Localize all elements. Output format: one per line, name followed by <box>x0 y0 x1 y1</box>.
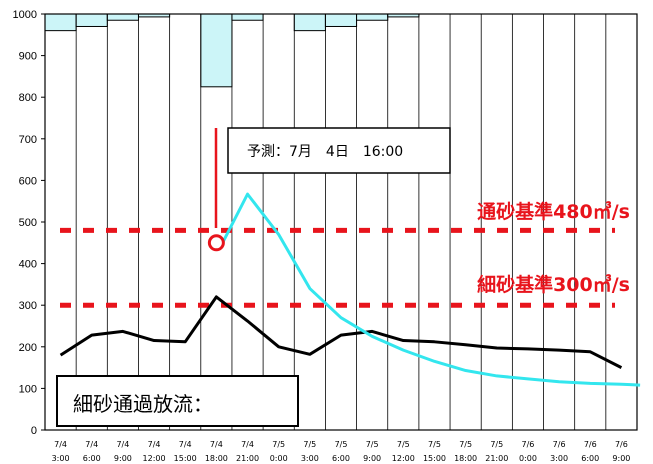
rainfall-bar <box>324 13 358 27</box>
x-tick-label: 7/6 <box>522 440 535 449</box>
x-tick-label: 7/5 <box>490 440 503 449</box>
forecast-marker <box>207 234 225 252</box>
x-tick-label: 3:00 <box>52 454 70 463</box>
legend-label: 細砂通過放流： <box>73 392 213 416</box>
series-lines <box>59 192 641 387</box>
rainfall-bar <box>356 13 389 21</box>
x-tick-label: 7/4 <box>54 440 67 449</box>
x-tick-label: 7/5 <box>335 440 348 449</box>
x-tick-label: 7/5 <box>272 440 285 449</box>
rainfall-bar <box>293 13 326 32</box>
x-tick-label: 7/6 <box>584 440 597 449</box>
y-tick-label: 900 <box>19 51 37 63</box>
rainfall-bar <box>75 13 108 27</box>
x-tick-label: 18:00 <box>205 454 228 463</box>
x-tick-label: 3:00 <box>301 454 319 463</box>
rainfall-bar <box>106 13 139 21</box>
rainfall-bar <box>200 13 233 88</box>
y-tick-label: 200 <box>19 342 37 354</box>
x-tick-label: 7/4 <box>179 440 192 449</box>
x-tick-label: 7/5 <box>397 440 410 449</box>
x-tick-label: 7/5 <box>303 440 316 449</box>
x-tick-label: 18:00 <box>454 454 477 463</box>
series-line-black <box>59 295 623 369</box>
x-tick-label: 3:00 <box>550 454 568 463</box>
x-tick-label: 7/5 <box>459 440 472 449</box>
y-tick-label: 600 <box>19 175 37 187</box>
threshold-label-300: 細砂基準300㎥/s <box>477 273 630 296</box>
forecast-box <box>227 127 451 174</box>
x-tick-label: 7/6 <box>553 440 566 449</box>
threshold-lines <box>60 227 615 308</box>
y-tick-label: 500 <box>19 217 37 229</box>
x-tick-label: 9:00 <box>363 454 381 463</box>
x-tick-label: 7/4 <box>241 440 254 449</box>
x-tick-label: 0:00 <box>270 454 288 463</box>
y-tick-label: 700 <box>19 134 37 146</box>
x-tick-label: 15:00 <box>174 454 197 463</box>
x-tick-label: 15:00 <box>423 454 446 463</box>
x-axis: 7/4 3:00 7/4 6:00 7/4 9:00 7/4 12:00 7/4 15:00 7/4… <box>52 440 631 463</box>
y-tick-label: 300 <box>19 300 37 312</box>
y-tick-label: 800 <box>19 92 37 104</box>
threshold-label-480: 通砂基準480㎥/s <box>477 200 630 223</box>
y-axis: 0 100 200 300 400 500 600 700 800 900 1000 <box>13 9 45 437</box>
rainfall-bar <box>231 13 264 21</box>
x-tick-label: 21:00 <box>485 454 508 463</box>
x-tick-label: 9:00 <box>114 454 132 463</box>
x-tick-label: 7/4 <box>116 440 129 449</box>
y-tick-label: 100 <box>19 383 37 395</box>
x-tick-label: 0:00 <box>519 454 537 463</box>
x-tick-label: 6:00 <box>332 454 350 463</box>
x-tick-label: 7/4 <box>85 440 98 449</box>
x-tick-label: 21:00 <box>236 454 259 463</box>
x-tick-label: 6:00 <box>83 454 101 463</box>
x-tick-label: 7/5 <box>428 440 441 449</box>
x-tick-label: 7/4 <box>210 440 223 449</box>
x-tick-label: 6:00 <box>581 454 599 463</box>
x-tick-label: 7/6 <box>615 440 628 449</box>
y-tick-label: 0 <box>31 425 37 437</box>
rainfall-bar <box>44 13 77 32</box>
legend-box <box>56 375 299 427</box>
x-tick-label: 9:00 <box>612 454 630 463</box>
y-tick-label: 400 <box>19 259 37 271</box>
x-tick-label: 7/5 <box>366 440 379 449</box>
x-tick-label: 12:00 <box>143 454 166 463</box>
series-line-cyan <box>221 192 641 387</box>
forecast-label: 予測：7月 4日 16:00 <box>247 144 403 160</box>
x-tick-label: 12:00 <box>392 454 415 463</box>
x-tick-label: 7/4 <box>148 440 161 449</box>
y-tick-label: 1000 <box>13 9 37 21</box>
